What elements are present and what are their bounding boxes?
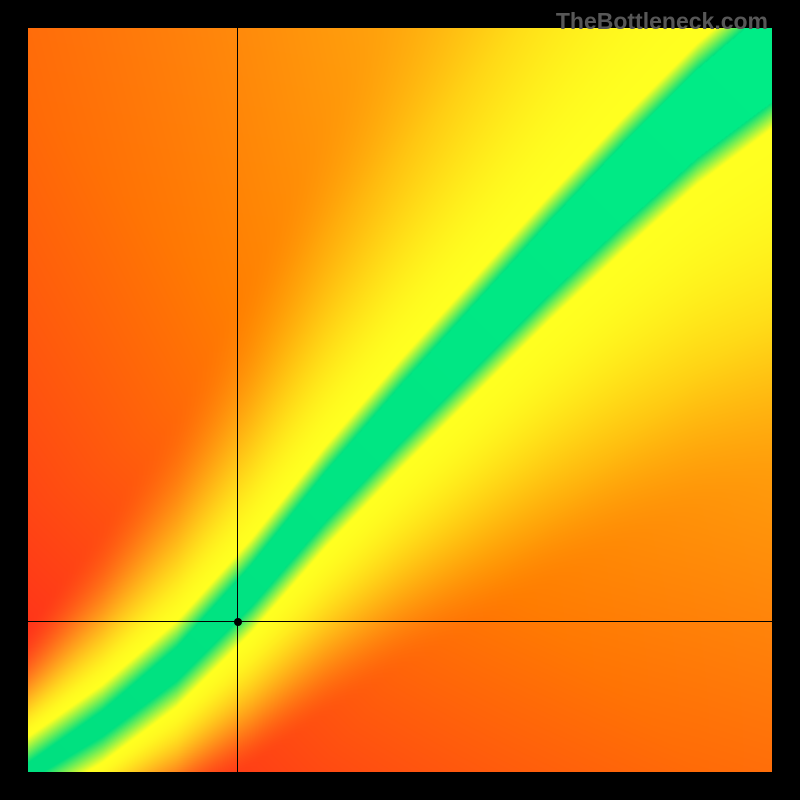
plot-area xyxy=(28,28,772,772)
heatmap-canvas xyxy=(28,28,772,772)
crosshair-horizontal xyxy=(28,621,772,622)
crosshair-point xyxy=(234,618,242,626)
crosshair-vertical xyxy=(237,28,238,772)
watermark-text: TheBottleneck.com xyxy=(556,8,768,35)
chart-container: TheBottleneck.com xyxy=(0,0,800,800)
